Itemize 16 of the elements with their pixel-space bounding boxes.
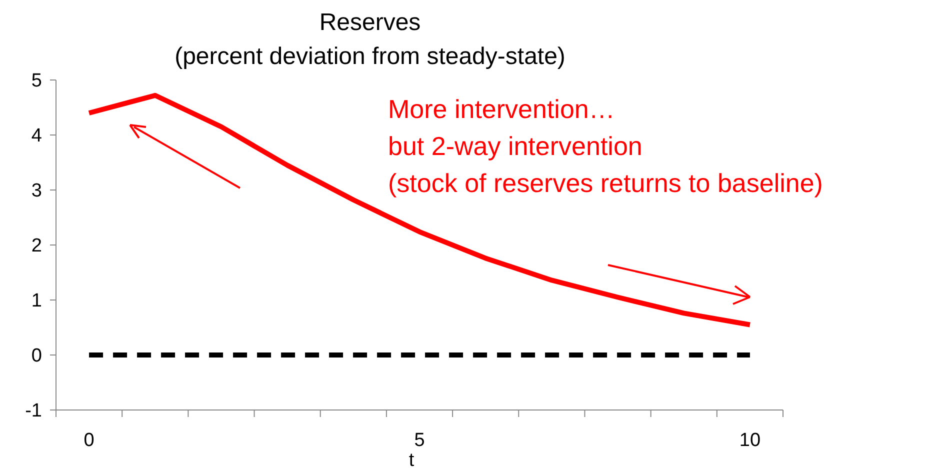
chart-subtitle: (percent deviation from steady-state)	[174, 43, 566, 70]
annotation: More intervention…	[388, 94, 615, 124]
x-tick-label: 5	[414, 430, 425, 451]
x-axis-title: t	[408, 450, 415, 468]
annotation: (stock of reserves returns to baseline)	[388, 168, 823, 198]
y-tick-label: 5	[31, 70, 42, 92]
y-tick-label: -1	[25, 400, 42, 422]
chart-title: Reserves	[319, 9, 421, 36]
y-tick-label: 4	[31, 126, 42, 147]
y-tick-label: 1	[31, 290, 42, 312]
y-tick-label: 0	[31, 346, 42, 367]
annotation: but 2-way intervention	[388, 131, 642, 161]
x-tick-label: 0	[84, 430, 94, 451]
x-tick-label: 10	[739, 430, 761, 451]
y-tick-label: 3	[31, 180, 42, 202]
y-tick-label: 2	[31, 236, 42, 257]
